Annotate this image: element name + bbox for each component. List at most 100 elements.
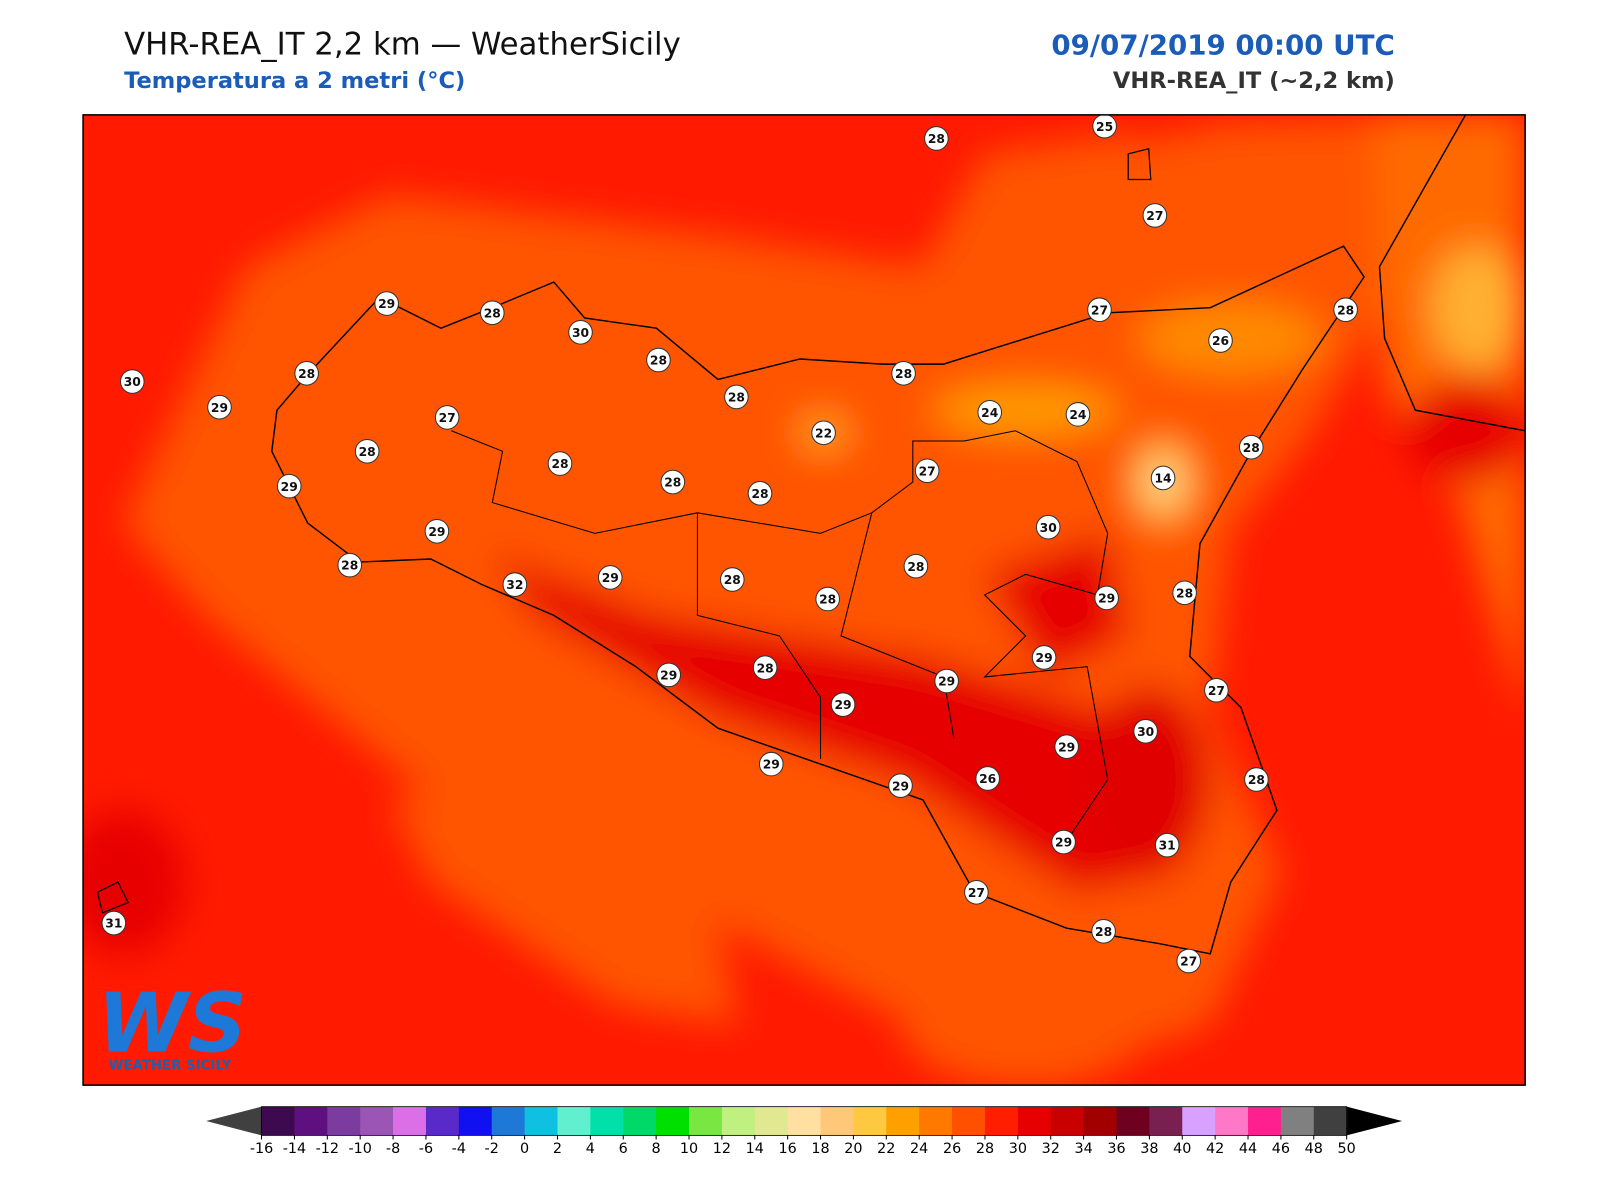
station-marker: [1244, 767, 1269, 792]
colorbar-tick-label: -8: [386, 1141, 400, 1157]
colorbar-tick-label: 16: [779, 1141, 797, 1157]
station-value: 28: [484, 306, 501, 320]
colorbar-swatch: [1116, 1106, 1150, 1136]
colorbar-over: [1346, 1106, 1403, 1136]
station-marker: [656, 662, 682, 688]
station-marker: [101, 910, 127, 936]
station-value: 30: [124, 375, 141, 389]
station-value: 29: [660, 668, 677, 682]
colorbar-swatch: [294, 1106, 328, 1136]
colorbar-swatch: [1149, 1106, 1183, 1136]
colorbar-swatch: [524, 1106, 558, 1136]
colorbar-swatch: [919, 1106, 953, 1136]
station-value: 28: [650, 354, 667, 368]
station-value: 29: [892, 779, 909, 793]
station-value: 28: [724, 573, 741, 587]
logo: WS WEATHER SICILY: [97, 976, 247, 1073]
station-value: 27: [439, 411, 456, 425]
station-marker: [207, 394, 232, 420]
station-marker: [724, 384, 749, 410]
colorbar-swatch: [1313, 1106, 1348, 1136]
station-value: 27: [1180, 955, 1197, 969]
colorbar-swatch: [656, 1106, 690, 1136]
station-value: 24: [1069, 408, 1086, 422]
station-marker: [1333, 297, 1358, 323]
station-value: 14: [1155, 472, 1172, 486]
colorbar-tick-label: 20: [844, 1141, 862, 1157]
station-marker: [1031, 645, 1057, 670]
station-marker: [891, 361, 916, 386]
colorbar-tick-label: 12: [713, 1141, 731, 1157]
station-value: 29: [378, 297, 395, 311]
colorbar-swatch: [327, 1106, 361, 1136]
station-marker: [903, 553, 929, 579]
station-marker: [597, 565, 623, 590]
colorbar-swatch: [984, 1106, 1019, 1136]
colorbar: -16 -14 -12 -10 -8 -6 -4 -2 0 2 4 6 8 10 12 14 16 18 20 22 2…: [206, 1106, 1403, 1157]
station-marker: [830, 692, 856, 717]
station-marker: [354, 438, 380, 464]
station-value: 26: [979, 772, 996, 786]
station-value: 29: [938, 675, 955, 689]
station-value: 28: [819, 593, 836, 607]
station-value: 27: [1146, 209, 1163, 223]
date: 09/07/2019 00:00 UTC: [1051, 28, 1394, 61]
station-value: 28: [298, 367, 315, 381]
colorbar-tick-label: -14: [283, 1141, 306, 1157]
colorbar-swatch: [425, 1106, 460, 1136]
station-marker: [276, 473, 302, 499]
station-marker: [1035, 514, 1061, 540]
colorbar-tick-label: 22: [877, 1141, 895, 1157]
colorbar-swatch: [1215, 1106, 1249, 1136]
colorbar-swatch: [886, 1106, 920, 1136]
station-value: 28: [757, 661, 774, 675]
station-value: 28: [728, 391, 745, 405]
station-marker: [1238, 434, 1264, 460]
station-value: 28: [1176, 586, 1193, 600]
colorbar-swatch: [393, 1106, 427, 1136]
colorbar-tick-label: 36: [1107, 1141, 1125, 1157]
station-marker: [1091, 918, 1116, 944]
station-marker: [1204, 677, 1229, 703]
station-marker: [337, 552, 363, 578]
colorbar-swatch: [623, 1106, 657, 1136]
colorbar-swatch: [754, 1106, 789, 1136]
station-marker: [294, 361, 319, 386]
colorbar-tick-label: 38: [1140, 1141, 1158, 1157]
station-marker: [934, 668, 959, 694]
station-marker: [747, 481, 773, 506]
station-marker: [758, 751, 784, 777]
colorbar-under: [206, 1106, 262, 1136]
colorbar-swatch: [1083, 1106, 1118, 1136]
map-frame: [82, 114, 1526, 1086]
logo-mark: WS: [97, 976, 247, 1071]
station-marker: [815, 586, 840, 612]
colorbar-tick-label: 10: [680, 1141, 698, 1157]
colorbar-tick-label: 46: [1272, 1141, 1290, 1157]
station-value: 28: [928, 132, 945, 146]
station-value: 28: [341, 559, 358, 573]
title: VHR-REA_IT 2,2 km — WeatherSicily: [124, 26, 681, 62]
colorbar-tick-label: -10: [348, 1141, 371, 1157]
station-value: 28: [551, 457, 568, 471]
station-value: 30: [1040, 521, 1057, 535]
colorbar-swatch: [1017, 1106, 1052, 1136]
colorbar-swatch: [787, 1106, 822, 1136]
station-value: 28: [1095, 925, 1112, 939]
colorbar-swatch: [952, 1106, 986, 1136]
colorbar-tick-label: 50: [1338, 1141, 1356, 1157]
station-marker: [502, 572, 528, 597]
station-marker: [924, 126, 949, 151]
station-marker: [479, 300, 505, 326]
station-marker: [547, 451, 573, 476]
station-value: 29: [602, 571, 619, 585]
station-value: 26: [1212, 334, 1229, 348]
colorbar-swatch: [1182, 1106, 1216, 1136]
station-value: 28: [359, 445, 376, 459]
coastline: [1378, 114, 1526, 432]
station-marker: [914, 458, 940, 484]
colorbar-swatch: [1050, 1106, 1085, 1136]
colorbar-swatch: [261, 1106, 295, 1136]
stations: 28 25 27 29 28 30 28 30 28 29 28 28 27 26 28 24 24 22 27 28…: [101, 114, 1358, 974]
